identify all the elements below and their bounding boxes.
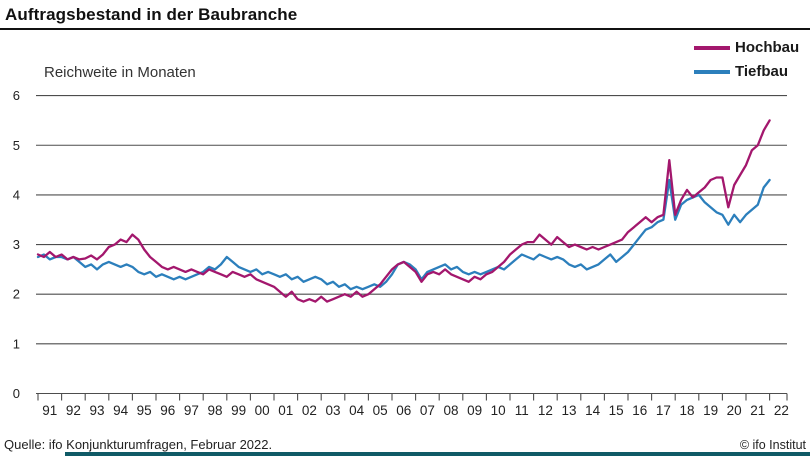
x-tick-label: 02 xyxy=(302,403,317,418)
x-tick-label: 05 xyxy=(373,403,388,418)
x-tick-label: 17 xyxy=(656,403,671,418)
x-tick-label: 09 xyxy=(467,403,482,418)
x-tick-label: 01 xyxy=(278,403,293,418)
y-tick-label-2: 2 xyxy=(13,287,20,302)
hochbau-line-swatch xyxy=(694,45,730,50)
x-tick-label: 20 xyxy=(727,403,742,418)
x-tick-label: 13 xyxy=(561,403,576,418)
x-tick-label: 18 xyxy=(679,403,694,418)
accent-bar xyxy=(65,452,810,456)
x-tick-label: 91 xyxy=(42,403,57,418)
x-tick-label: 07 xyxy=(420,403,435,418)
y-tick-label-4: 4 xyxy=(13,187,20,202)
x-tick-label: 08 xyxy=(443,403,458,418)
y-tick-label-6: 6 xyxy=(13,88,20,103)
page-title: Auftragsbestand in der Baubranche xyxy=(5,5,298,24)
x-tick-label: 15 xyxy=(609,403,624,418)
x-tick-label: 16 xyxy=(632,403,647,418)
x-tick-label: 94 xyxy=(113,403,129,418)
tiefbau-line-swatch xyxy=(694,69,730,74)
source-note: Quelle: ifo Konjunkturumfragen, Februar … xyxy=(4,437,273,452)
legend: Hochbau Tiefbau xyxy=(694,39,799,80)
x-tick-label: 96 xyxy=(160,403,175,418)
x-tick-label: 06 xyxy=(396,403,411,418)
legend-item-tiefbau: Tiefbau xyxy=(694,63,799,80)
x-tick-label: 22 xyxy=(774,403,789,418)
x-tick-label: 14 xyxy=(585,403,601,418)
x-tick-label: 21 xyxy=(750,403,765,418)
x-tick-label: 12 xyxy=(538,403,553,418)
x-tick-label: 10 xyxy=(491,403,506,418)
x-tick-label: 95 xyxy=(137,403,152,418)
legend-label-tiefbau: Tiefbau xyxy=(735,63,789,80)
x-tick-label: 97 xyxy=(184,403,199,418)
x-tick-label: 19 xyxy=(703,403,718,418)
unit-label: Reichweite in Monaten xyxy=(44,64,196,81)
x-tick-label: 04 xyxy=(349,403,365,418)
x-tick-label: 11 xyxy=(515,403,529,418)
x-tick-label: 92 xyxy=(66,403,81,418)
y-tick-label-5: 5 xyxy=(13,138,20,153)
y-tick-label-3: 3 xyxy=(13,237,20,252)
x-tick-label: 00 xyxy=(255,403,270,418)
x-tick-label: 93 xyxy=(89,403,104,418)
x-tick-label: 03 xyxy=(325,403,340,418)
hochbau-line xyxy=(36,119,771,303)
y-tick-label-0: 0 xyxy=(13,386,20,401)
copyright-note: © ifo Institut xyxy=(739,438,806,452)
title-rule xyxy=(0,28,810,30)
legend-label-hochbau: Hochbau xyxy=(735,39,800,56)
y-tick-label-1: 1 xyxy=(13,336,20,351)
tiefbau-line xyxy=(36,178,771,291)
legend-item-hochbau: Hochbau xyxy=(694,39,799,56)
x-tick-label: 98 xyxy=(207,403,222,418)
x-tick-label: 99 xyxy=(231,403,246,418)
